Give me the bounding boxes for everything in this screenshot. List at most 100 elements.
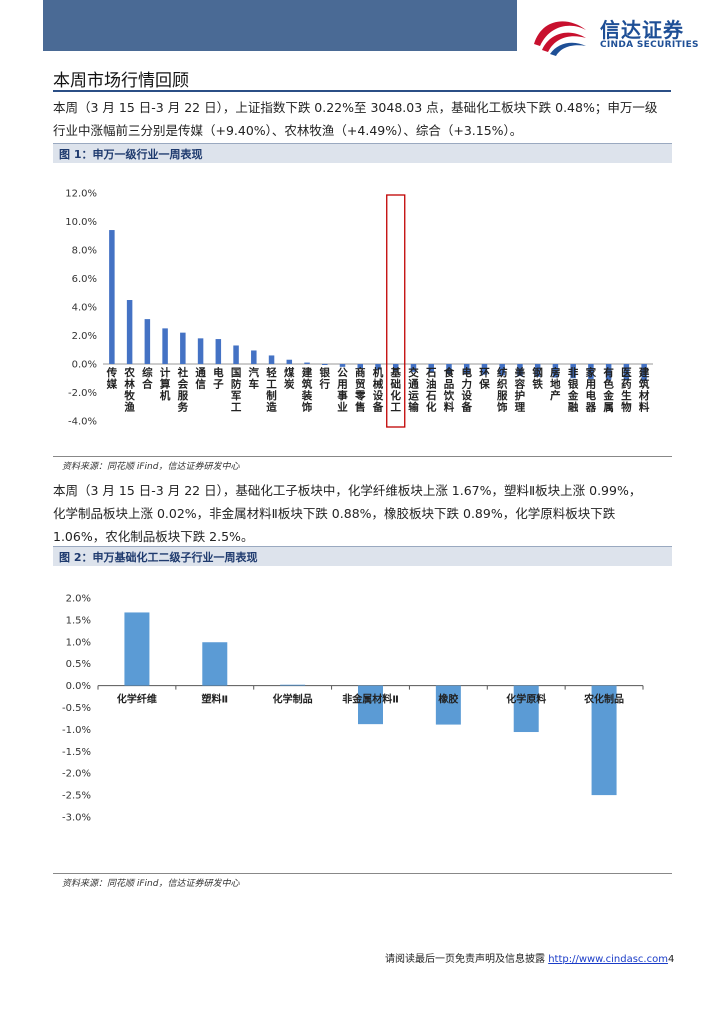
category-label: 通信 [195,367,206,391]
category-label: 非金属材料Ⅱ [342,693,399,706]
bar [358,685,383,725]
paragraph-2: 本周（3 月 15 日-3 月 22 日），基础化工子板块中，化学纤维板块上涨 … [53,479,677,548]
category-label: 机械设备 [372,366,384,414]
category-label: 有色金属 [602,366,614,414]
category-label: 交通运输 [408,366,419,414]
bar [591,685,617,796]
category-label: 石油石化 [425,367,437,414]
bar [435,685,461,725]
figure-2-source-rule [53,873,672,874]
category-label: 房地产 [550,366,561,402]
category-label: 农化制品 [583,693,624,706]
bar [623,364,630,381]
logo-swoosh-icon [534,21,586,56]
highlight-box [386,194,406,428]
bar [357,364,364,369]
y-tick-label: -0.5% [62,703,91,714]
paragraph-2-line-2: 化学制品板块上涨 0.02%，非金属材料Ⅱ板块下跌 0.88%，橡胶板块下跌 0… [53,506,616,521]
category-label: 基础化工 [389,366,401,414]
bar [268,355,275,364]
brand-name-en: CINDA SECURITIES [600,40,699,50]
bar [428,364,434,373]
category-label: 综合 [141,366,153,391]
paragraph-2-line-1: 本周（3 月 15 日-3 月 22 日），基础化工子板块中，化学纤维板块上涨 … [53,483,642,498]
category-label: 电力设备 [460,366,472,414]
category-label: 钢铁 [532,366,543,391]
y-tick-label: 1.0% [66,637,91,648]
category-label: 银行 [319,366,331,391]
paragraph-1-line-2: 行业中涨幅前三分别是传媒（+9.40%）、农林牧渔（+4.49%）、综合（+3.… [53,123,523,138]
bar [144,319,151,364]
category-label: 商贸零售 [354,366,366,414]
category-label: 橡胶 [438,693,458,706]
bar [481,364,488,375]
category-label: 计算机 [160,366,171,402]
category-label: 社会服务 [177,366,189,414]
bar [392,364,399,371]
bar [513,685,539,733]
bar [446,364,452,374]
category-label: 汽车 [249,366,260,391]
title-rule [53,90,671,92]
category-label: 煤炭 [284,366,295,391]
paragraph-2-line-3: 1.06%，农化制品板块下跌 2.5%。 [53,529,254,544]
bar [552,364,559,378]
figure-2-source: 资料来源：同花顺 iFind，信达证券研发中心 [62,879,240,889]
bar [410,364,417,372]
section-title: 本周市场行情回顾 [53,71,189,91]
bar [197,338,204,364]
category-label: 塑料Ⅱ [201,693,228,706]
category-label: 家用电器 [585,366,597,414]
bar [322,364,328,365]
y-tick-label: 12.0% [65,189,97,200]
category-label: 美容护理 [514,366,526,414]
figure-1-source: 资料来源：同花顺 iFind，信达证券研发中心 [62,462,240,472]
y-tick-label: 8.0% [72,246,97,257]
category-label: 纺织服饰 [497,366,508,414]
category-label: 公用事业 [336,367,348,414]
y-tick-label: 10.0% [65,217,97,228]
paragraph-1-line-1: 本周（3 月 15 日-3 月 22 日），上证指数下跌 0.22%至 3048… [53,100,658,115]
category-label: 化学制品 [273,693,313,706]
category-label: 非银金融 [567,366,579,414]
bar [570,364,576,379]
y-tick-label: -1.5% [62,747,91,758]
y-tick-label: -1.0% [62,725,91,736]
footer: 请阅读最后一页免责声明及信息披露 http://www.cindasc.com4 [385,950,674,965]
paragraph-1: 本周（3 月 15 日-3 月 22 日），上证指数下跌 0.22%至 3048… [53,96,677,142]
bar [233,345,239,364]
figure-2-title: 图 2：申万基础化工二级子行业一周表现 [59,551,258,564]
category-label: 化学纤维 [117,693,157,706]
bar [286,359,293,364]
y-tick-label: -2.5% [62,791,91,802]
cinda-logo [534,21,586,56]
bar [605,364,612,380]
bar [162,328,168,364]
y-tick-label: 2.0% [66,594,91,605]
category-label: 食品饮料 [443,366,455,414]
category-label: 传媒 [106,366,118,391]
bar [251,350,257,364]
bar [109,230,115,364]
category-label: 化学原料 [506,693,546,706]
figure-1-chart: 12.0% 10.0% 8.0% 6.0% 4.0% 2.0% 0.0% -2.0% -4.0%… [65,189,653,428]
category-label: 电子 [213,366,224,391]
figure-2-chart: 2.0% 1.5% 1.0% 0.5% 0.0% -0.5% -1.0% -1.5% -2.0%… [62,594,644,824]
bar [202,642,228,686]
y-tick-label: 1.5% [66,615,91,626]
category-label: 建筑装饰 [301,366,313,414]
page-number: 4 [667,954,675,965]
bar [375,364,381,370]
figure-1-title-band: 图 1：申万一级行业一周表现 [53,143,672,163]
category-label: 轻工制造 [266,366,277,414]
bar [588,364,594,379]
bar [517,364,523,377]
bar [463,364,470,374]
footer-link[interactable]: http://www.cindasc.com [548,954,668,965]
y-tick-label: 2.0% [72,331,97,342]
bar [499,364,505,376]
y-tick-label: -3.0% [62,813,91,824]
header-band [43,0,517,51]
y-tick-label: 6.0% [72,274,97,285]
figure-1-title: 图 1：申万一级行业一周表现 [59,148,203,161]
